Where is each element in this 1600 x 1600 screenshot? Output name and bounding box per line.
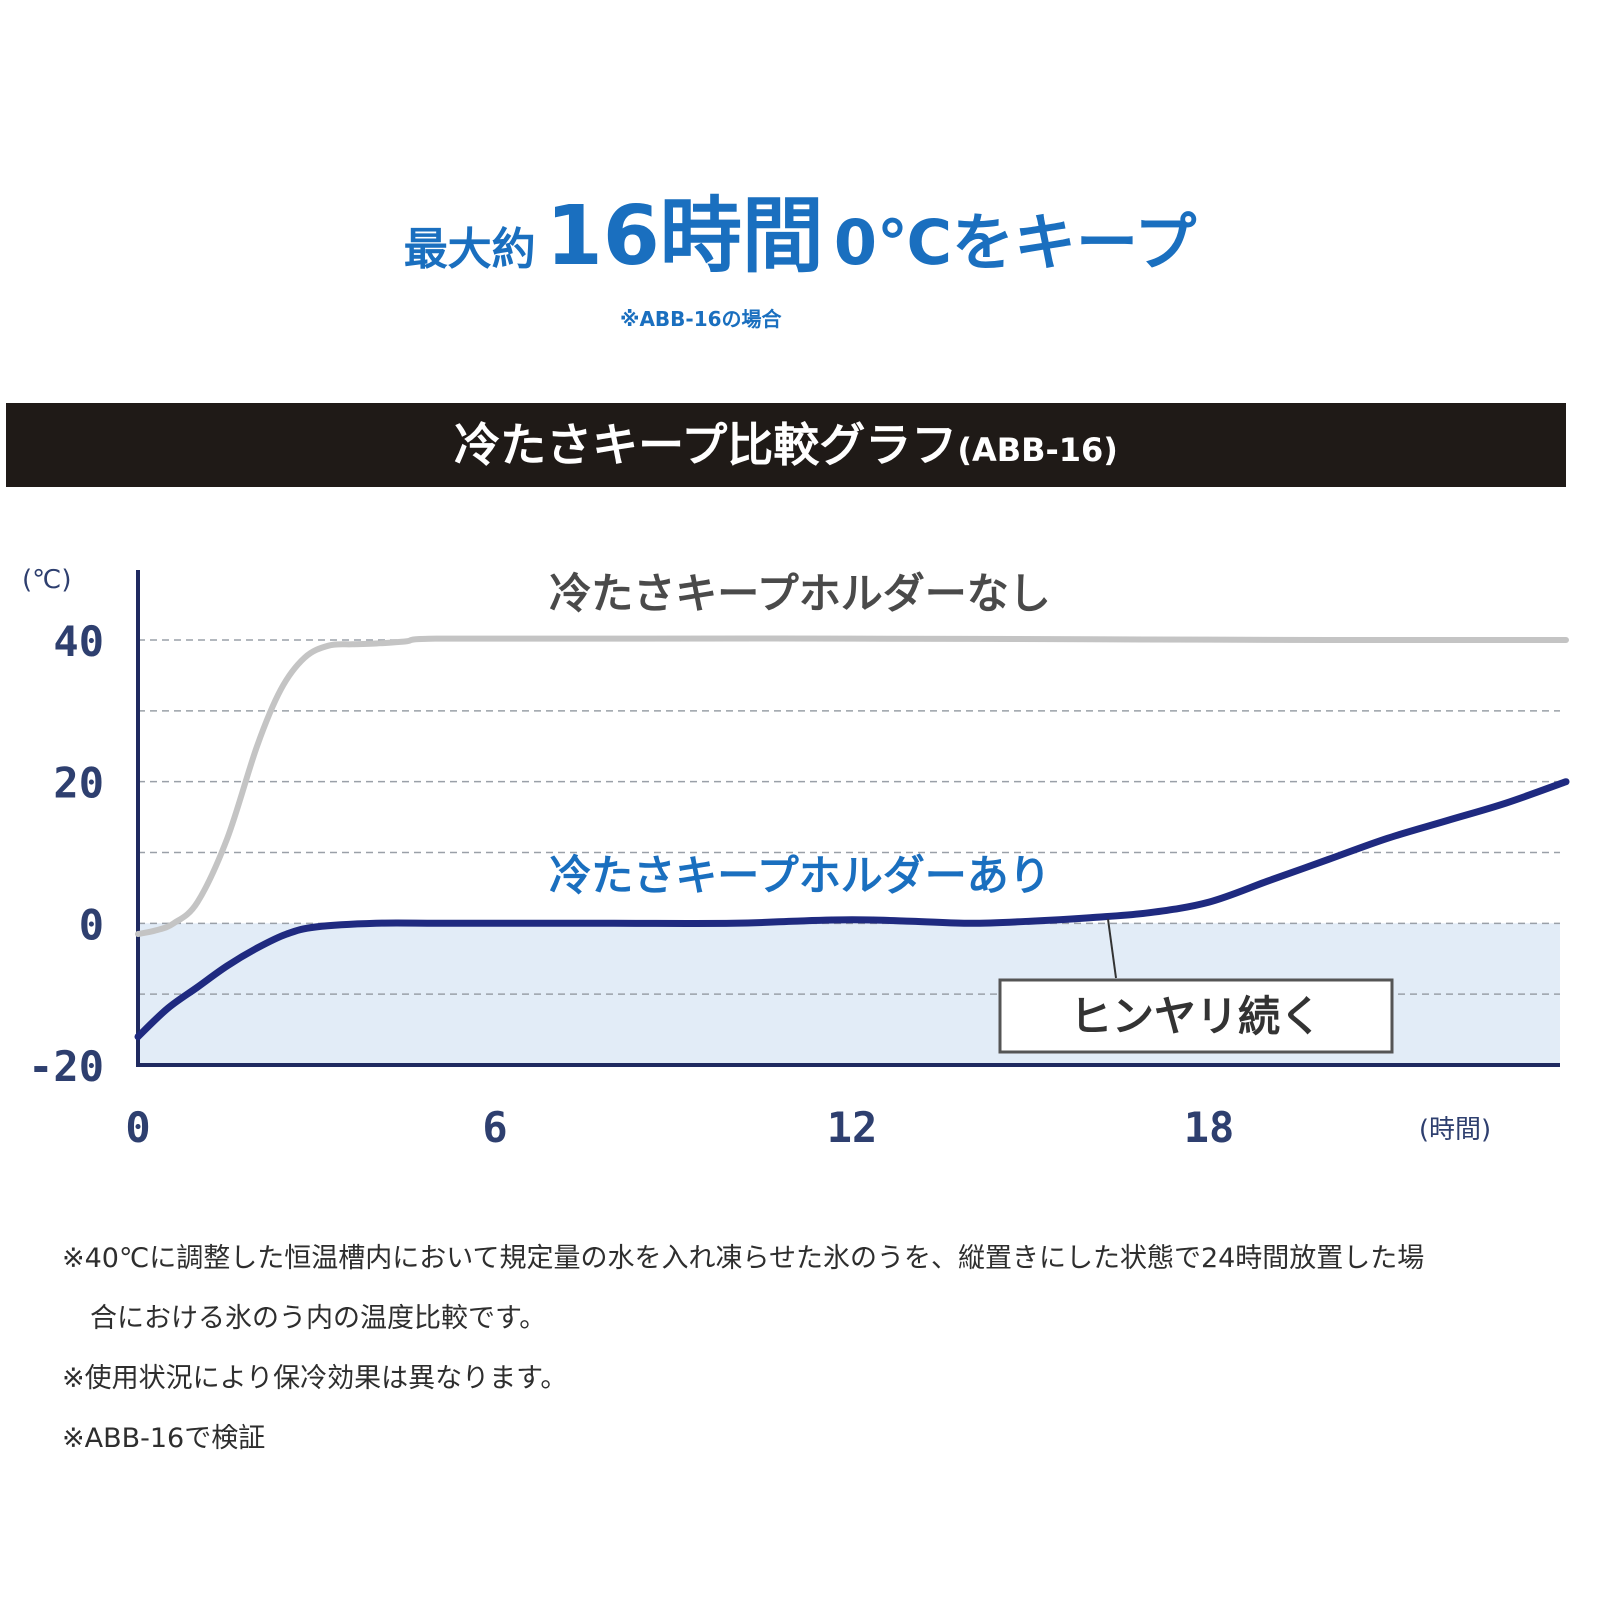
x-tick-labels: 0 6 12 18 [125,1103,1234,1152]
x-tick-label: 0 [125,1103,150,1152]
footnote-line: 合における氷のう内の温度比較です。 [90,1303,547,1334]
callout-box [998,978,1394,1054]
callout-label: ヒンヤリ続く [1070,992,1322,1041]
chart-title: 冷たさキープ比較グラフ [454,418,958,472]
series-line-with-holder [134,778,1570,1041]
headline-suffix: 0℃をキープ [833,206,1197,279]
headline-duration: 16時間 [545,189,824,284]
footnote-line: ※使用状況により保冷効果は異なります。 [62,1363,568,1394]
temperature-chart: 40 20 0 -20 0 6 12 18 (℃) (時間) 冷たさキープホルダーなし 冷た… [22,565,1570,1152]
y-axis-unit: (℃) [22,565,72,595]
series-label-with-holder: 冷たさキープホルダーあり [549,851,1050,900]
headline-prefix: 最大約 [403,224,536,275]
x-tick-label: 12 [827,1103,878,1152]
chart-title-model: (ABB-16) [957,431,1118,469]
footnote-line: ※40℃に調整した恒温槽内において規定量の水を入れ凍らせた氷のうを、縦置きにした… [62,1243,1425,1274]
x-tick-label: 6 [482,1103,507,1152]
footnote-line: ※ABB-16で検証 [62,1423,266,1454]
chart-title-banner: 冷たさキープ比較グラフ(ABB-16) [6,403,1566,487]
callout-pointer [1107,918,1117,979]
y-tick-label: -20 [28,1042,104,1091]
series-line-without-holder [135,635,1569,937]
y-tick-label: 40 [53,617,104,666]
x-axis-unit: (時間) [1419,1115,1491,1145]
y-tick-labels: 40 20 0 -20 [28,617,104,1091]
headline: 最大約 16時間 0℃をキープ [0,196,1600,278]
series-label-without-holder: 冷たさキープホルダーなし [549,569,1050,618]
model-note: ※ABB-16の場合 [620,307,782,331]
y-tick-label: 0 [79,900,104,949]
y-tick-label: 20 [53,759,104,808]
x-tick-label: 18 [1184,1103,1235,1152]
